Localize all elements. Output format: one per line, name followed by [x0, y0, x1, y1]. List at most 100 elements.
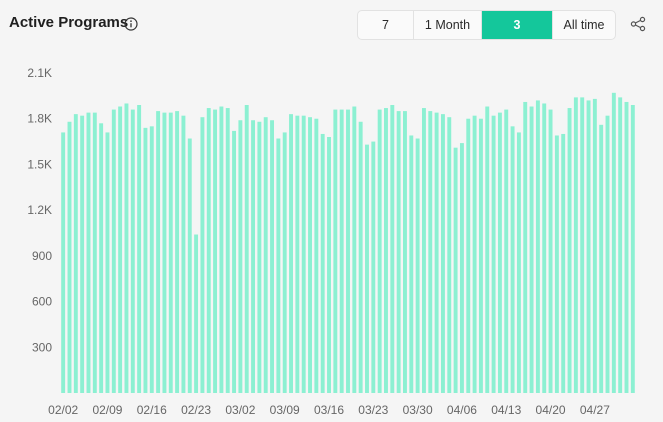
bar[interactable] — [263, 117, 268, 393]
bar[interactable] — [270, 120, 274, 394]
bar[interactable] — [124, 103, 129, 394]
x-tick-label: 04/13 — [491, 403, 521, 417]
bar[interactable] — [206, 108, 211, 394]
bar[interactable] — [605, 115, 610, 394]
bar[interactable] — [111, 109, 116, 393]
bar[interactable] — [187, 138, 192, 393]
bar[interactable] — [459, 143, 464, 393]
bar[interactable] — [67, 121, 72, 393]
bar[interactable] — [384, 108, 388, 394]
bar[interactable] — [181, 115, 186, 394]
bar[interactable] — [630, 105, 635, 393]
bar[interactable] — [548, 109, 553, 393]
bar[interactable] — [561, 133, 566, 393]
bar[interactable] — [251, 120, 256, 394]
bar[interactable] — [99, 123, 104, 393]
bar[interactable] — [352, 106, 357, 393]
bar[interactable] — [156, 111, 161, 393]
bar[interactable] — [491, 115, 496, 394]
bar[interactable] — [339, 109, 344, 393]
time-range-tabs: 7 Days 1 Month 3 Months All time — [357, 10, 616, 40]
bar[interactable] — [485, 106, 490, 393]
bar[interactable] — [592, 98, 597, 394]
bar[interactable] — [244, 105, 249, 393]
bar[interactable] — [314, 118, 319, 394]
bar[interactable] — [358, 121, 363, 393]
bar[interactable] — [213, 109, 218, 393]
bar[interactable] — [175, 111, 180, 393]
bar[interactable] — [611, 92, 616, 393]
bar[interactable] — [434, 112, 439, 393]
bar[interactable] — [390, 105, 395, 393]
bar[interactable] — [365, 144, 369, 393]
bar[interactable] — [105, 132, 110, 393]
x-tick-label: 04/27 — [580, 403, 610, 417]
bar[interactable] — [466, 118, 471, 394]
bar[interactable] — [453, 147, 458, 393]
bar[interactable] — [282, 132, 287, 393]
bar[interactable] — [289, 114, 293, 393]
tab-1-month[interactable]: 1 Month — [414, 11, 482, 39]
bar[interactable] — [529, 106, 534, 393]
tab-7-days[interactable]: 7 Days — [358, 11, 414, 39]
bar[interactable] — [580, 97, 585, 393]
bar[interactable] — [447, 117, 452, 393]
bar[interactable] — [396, 111, 401, 393]
bar[interactable] — [440, 114, 445, 393]
bar[interactable] — [472, 115, 477, 394]
bar[interactable] — [225, 108, 230, 394]
bar[interactable] — [257, 121, 262, 393]
bar[interactable] — [219, 106, 224, 393]
bar[interactable] — [80, 115, 85, 394]
bar[interactable] — [118, 106, 123, 393]
bar[interactable] — [409, 135, 414, 393]
bar[interactable] — [333, 109, 338, 393]
bar[interactable] — [320, 133, 325, 393]
bar[interactable] — [200, 117, 205, 393]
bar[interactable] — [238, 120, 243, 394]
bar[interactable] — [232, 130, 237, 393]
bar[interactable] — [346, 109, 350, 393]
bar[interactable] — [504, 109, 509, 393]
bar[interactable] — [573, 97, 578, 393]
bar[interactable] — [130, 109, 135, 393]
bar[interactable] — [137, 105, 142, 393]
bar[interactable] — [586, 100, 591, 394]
bar[interactable] — [143, 127, 148, 394]
bar[interactable] — [168, 112, 173, 393]
bar[interactable] — [516, 132, 521, 393]
bar[interactable] — [624, 101, 629, 393]
bar[interactable] — [61, 132, 66, 393]
bar[interactable] — [421, 108, 426, 394]
share-icon[interactable] — [630, 16, 646, 32]
bar[interactable] — [295, 115, 300, 394]
bar[interactable] — [403, 111, 407, 393]
bar[interactable] — [497, 112, 502, 393]
bar[interactable] — [510, 126, 515, 393]
bar[interactable] — [599, 124, 604, 393]
bar[interactable] — [554, 135, 559, 393]
bar[interactable] — [377, 109, 382, 393]
bar[interactable] — [162, 112, 167, 393]
bar[interactable] — [92, 112, 97, 393]
bar[interactable] — [301, 115, 306, 394]
bar[interactable] — [542, 103, 547, 394]
bar[interactable] — [535, 100, 540, 394]
bar[interactable] — [194, 234, 199, 393]
bar[interactable] — [86, 112, 91, 393]
bar[interactable] — [567, 108, 572, 394]
bar[interactable] — [308, 117, 312, 393]
bar[interactable] — [478, 118, 483, 394]
tab-all-time[interactable]: All time — [563, 18, 605, 32]
bar[interactable] — [276, 138, 281, 393]
bar[interactable] — [523, 101, 528, 393]
bar[interactable] — [149, 126, 154, 393]
tab-3-months[interactable]: 3 Months — [482, 11, 553, 39]
bar[interactable] — [371, 141, 376, 393]
bar[interactable] — [415, 138, 420, 393]
bar[interactable] — [73, 114, 78, 393]
info-icon[interactable] — [124, 17, 138, 31]
bar[interactable] — [428, 111, 433, 393]
bar[interactable] — [618, 97, 623, 393]
bar[interactable] — [327, 137, 331, 393]
